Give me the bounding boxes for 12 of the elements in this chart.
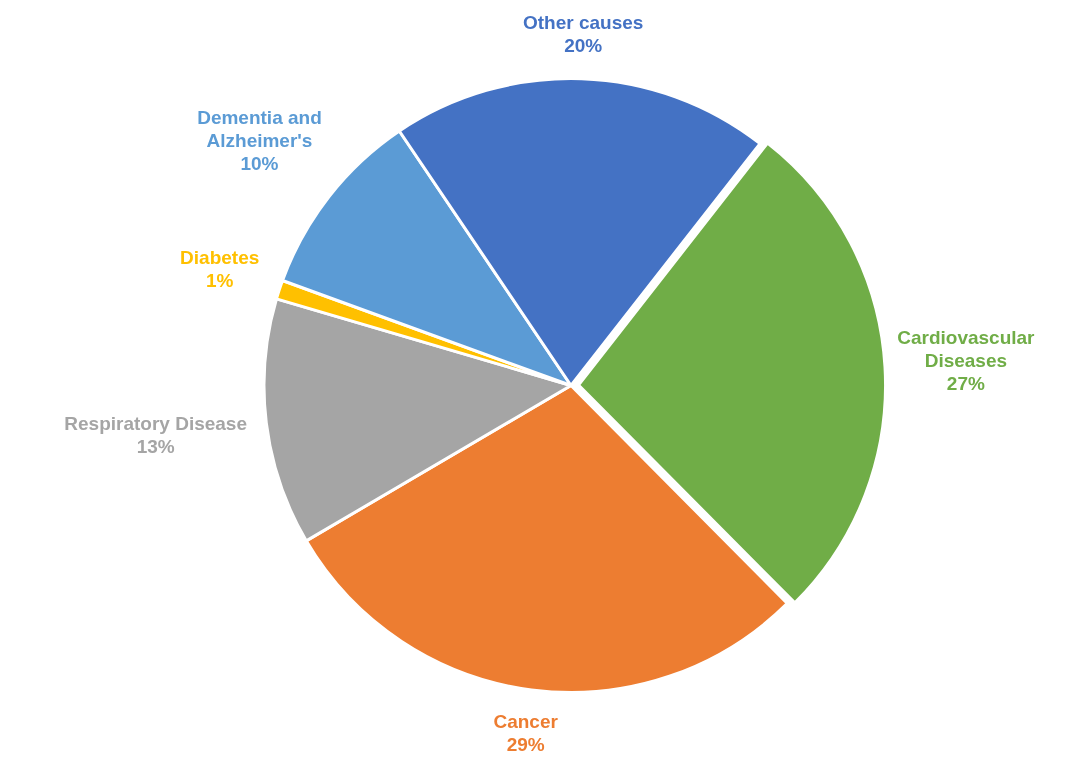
slice-label: Respiratory Disease bbox=[64, 413, 247, 435]
slice-label: Diabetes bbox=[180, 246, 260, 268]
data-label: 13% bbox=[136, 436, 175, 458]
data-label: 20% bbox=[564, 35, 603, 57]
slice-label: Dementia and Alzheimer's bbox=[197, 107, 322, 152]
slice-label: Cardiovascular Diseases bbox=[897, 327, 1036, 372]
data-label: 27% bbox=[946, 373, 985, 395]
data-label: 29% bbox=[506, 734, 545, 756]
slice-label: Cancer bbox=[493, 711, 559, 733]
slice-label: Other causes bbox=[523, 12, 644, 34]
data-label: 10% bbox=[240, 153, 279, 175]
data-label: 1% bbox=[205, 269, 234, 291]
